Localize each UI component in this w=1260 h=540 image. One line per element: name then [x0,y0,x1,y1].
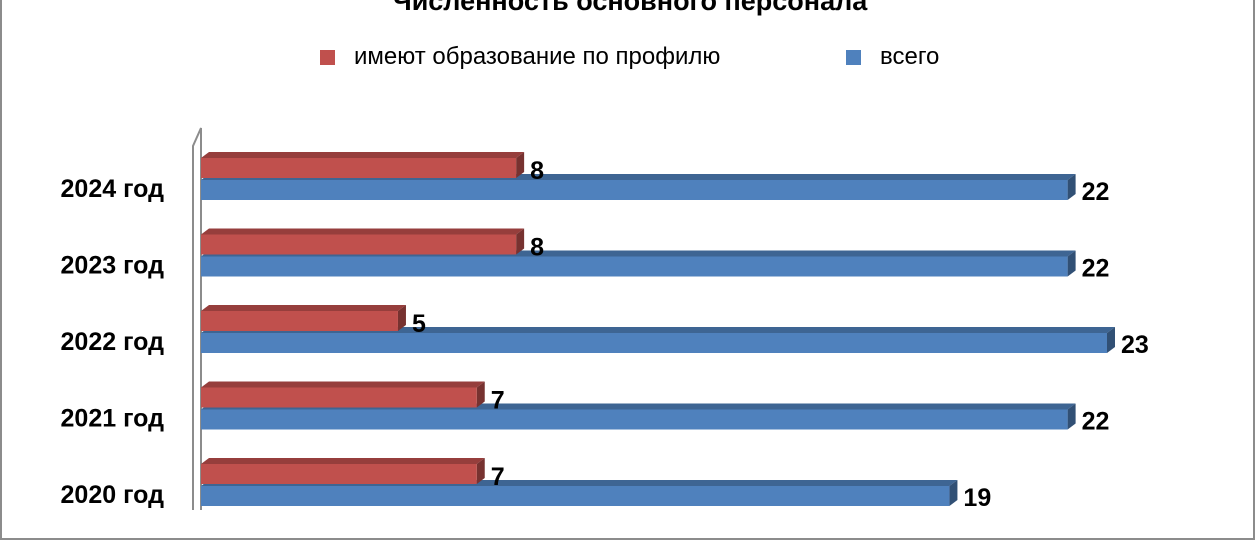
data-label-profile: 8 [530,234,544,262]
data-label-profile: 5 [412,310,426,338]
legend-item-total: всего [846,40,939,74]
category-label: 2023 год [61,252,165,280]
bar-total [201,327,1115,353]
data-label-profile: 8 [530,157,544,185]
data-label-total: 19 [963,484,991,510]
legend-item-profile: имеют образование по профилю [320,40,720,74]
category-label: 2021 год [61,405,165,433]
bar-profile [201,381,485,408]
bar-profile [201,458,485,484]
category-label: 2024 год [61,175,165,203]
legend-swatch-total [846,49,861,65]
category-label: 2022 год [61,328,165,356]
data-label-profile: 7 [491,463,505,491]
bar-profile [201,152,525,178]
bar-chart: 2024 год 22 8 2023 год 22 8 2022 год 23 5 2021 го… [61,127,1149,510]
data-label-total: 23 [1121,331,1149,359]
bar-profile [201,228,525,255]
data-label-total: 22 [1082,255,1110,283]
bar-profile [201,305,406,331]
legend-label-profile: имеют образование по профилю [354,43,721,70]
bar-total [201,250,1076,277]
legend-swatch-profile [320,49,335,65]
legend-label-total: всего [880,43,940,70]
data-label-total: 22 [1082,178,1110,206]
y-axis-wall [192,127,202,510]
data-label-profile: 7 [491,387,505,415]
data-label-total: 22 [1082,408,1110,436]
legend: имеют образование по профилю всего [0,40,1260,74]
chart-title: Численность основного персонала [392,0,868,16]
category-label: 2020 год [61,481,165,509]
